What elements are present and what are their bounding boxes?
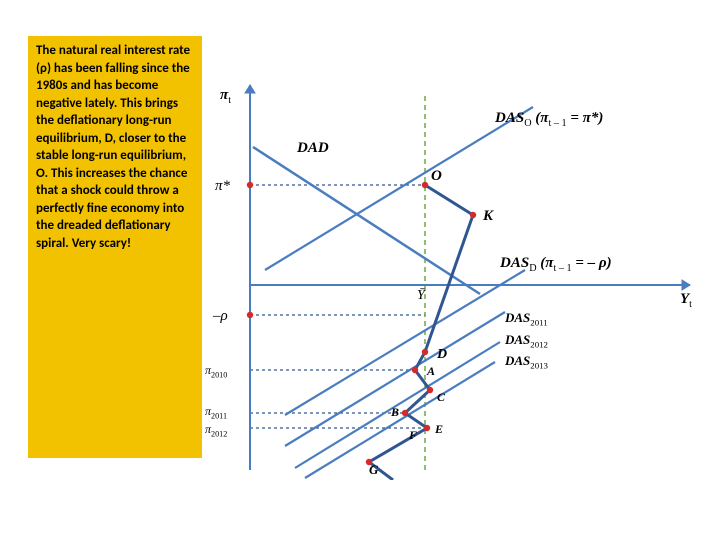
- macro-diagram: πtYtDADDASO (πt – 1 = π*)DASD (πt – 1 = …: [205, 70, 705, 480]
- diagram-svg: [205, 70, 705, 480]
- explanation-text: The natural real interest rate (ρ) has b…: [36, 43, 190, 251]
- explanation-textbox: The natural real interest rate (ρ) has b…: [28, 36, 202, 458]
